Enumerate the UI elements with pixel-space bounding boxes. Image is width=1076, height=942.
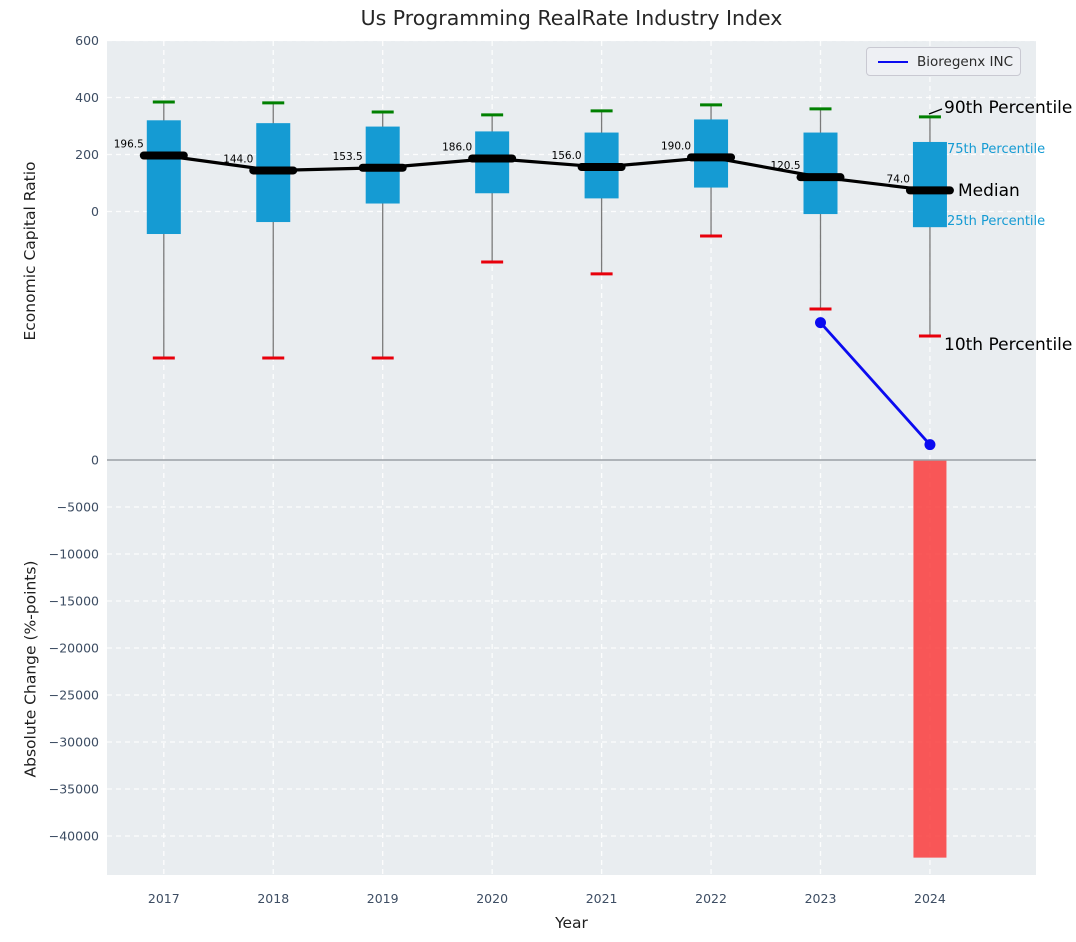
y-tick-label-top: 0 bbox=[91, 204, 99, 219]
y-tick-label-bottom: −40000 bbox=[49, 829, 99, 844]
annotation-leader-90th bbox=[928, 108, 943, 115]
annotation-25th-percentile: 25th Percentile bbox=[947, 214, 1045, 229]
median-value-label-2018: 144.0 bbox=[223, 153, 253, 165]
y-tick-label-bottom: −20000 bbox=[49, 641, 99, 656]
median-dash-2024 bbox=[905, 186, 954, 195]
x-tick-label-2018: 2018 bbox=[257, 891, 289, 906]
median-value-label-2024: 74.0 bbox=[887, 173, 910, 185]
y-tick-label-top: 600 bbox=[75, 33, 99, 48]
median-value-label-2017: 196.5 bbox=[114, 138, 144, 150]
change-bar-2024 bbox=[913, 460, 947, 858]
y-tick-label-bottom: 0 bbox=[91, 453, 99, 468]
y-tick-label-bottom: −5000 bbox=[57, 500, 99, 515]
y-tick-label-bottom: −30000 bbox=[49, 735, 99, 750]
y-tick-label-bottom: −10000 bbox=[49, 547, 99, 562]
median-dash-2022 bbox=[687, 153, 736, 162]
y-tick-label-bottom: −35000 bbox=[49, 782, 99, 797]
annotation-10th-percentile: 10th Percentile bbox=[944, 335, 1072, 355]
legend-line-swatch bbox=[878, 60, 908, 63]
median-dash-2021 bbox=[577, 163, 626, 172]
plot-area-bottom bbox=[107, 460, 1036, 875]
x-tick-label-2019: 2019 bbox=[367, 891, 399, 906]
box-2024 bbox=[912, 141, 947, 228]
median-value-label-2019: 153.5 bbox=[333, 151, 363, 163]
median-dash-2020 bbox=[468, 154, 517, 163]
median-value-label-2021: 156.0 bbox=[552, 150, 582, 162]
annotation-90th-percentile: 90th Percentile bbox=[944, 98, 1072, 118]
company-point bbox=[924, 439, 936, 451]
x-tick-label-2020: 2020 bbox=[476, 891, 508, 906]
chart-title: Us Programming RealRate Industry Index bbox=[360, 6, 783, 30]
y-tick-label-bottom: −15000 bbox=[49, 594, 99, 609]
box-2017 bbox=[146, 120, 181, 235]
x-axis-label: Year bbox=[555, 914, 588, 932]
company-point bbox=[815, 317, 826, 329]
x-tick-label-2024: 2024 bbox=[914, 891, 946, 906]
x-tick-label-2021: 2021 bbox=[586, 891, 618, 906]
median-value-label-2020: 186.0 bbox=[442, 141, 472, 153]
annotation-median: Median bbox=[958, 181, 1020, 201]
y-tick-label-bottom: −25000 bbox=[49, 688, 99, 703]
median-value-label-2023: 120.5 bbox=[770, 160, 800, 172]
x-tick-label-2017: 2017 bbox=[148, 891, 180, 906]
median-dash-2023 bbox=[796, 173, 845, 182]
annotation-75th-percentile: 75th Percentile bbox=[947, 142, 1045, 157]
legend: Bioregenx INC bbox=[866, 47, 1021, 76]
plot-area-top bbox=[107, 41, 1036, 460]
median-value-label-2022: 190.0 bbox=[661, 140, 691, 152]
y-tick-label-top: 200 bbox=[75, 147, 99, 162]
x-tick-label-2022: 2022 bbox=[695, 891, 727, 906]
legend-label: Bioregenx INC bbox=[917, 53, 1014, 70]
x-tick-label-2023: 2023 bbox=[805, 891, 837, 906]
company-line bbox=[819, 321, 931, 446]
y-tick-label-top: 400 bbox=[75, 90, 99, 105]
median-dash-2017 bbox=[139, 151, 188, 160]
median-dash-2019 bbox=[358, 163, 407, 172]
median-dash-2018 bbox=[249, 166, 298, 175]
